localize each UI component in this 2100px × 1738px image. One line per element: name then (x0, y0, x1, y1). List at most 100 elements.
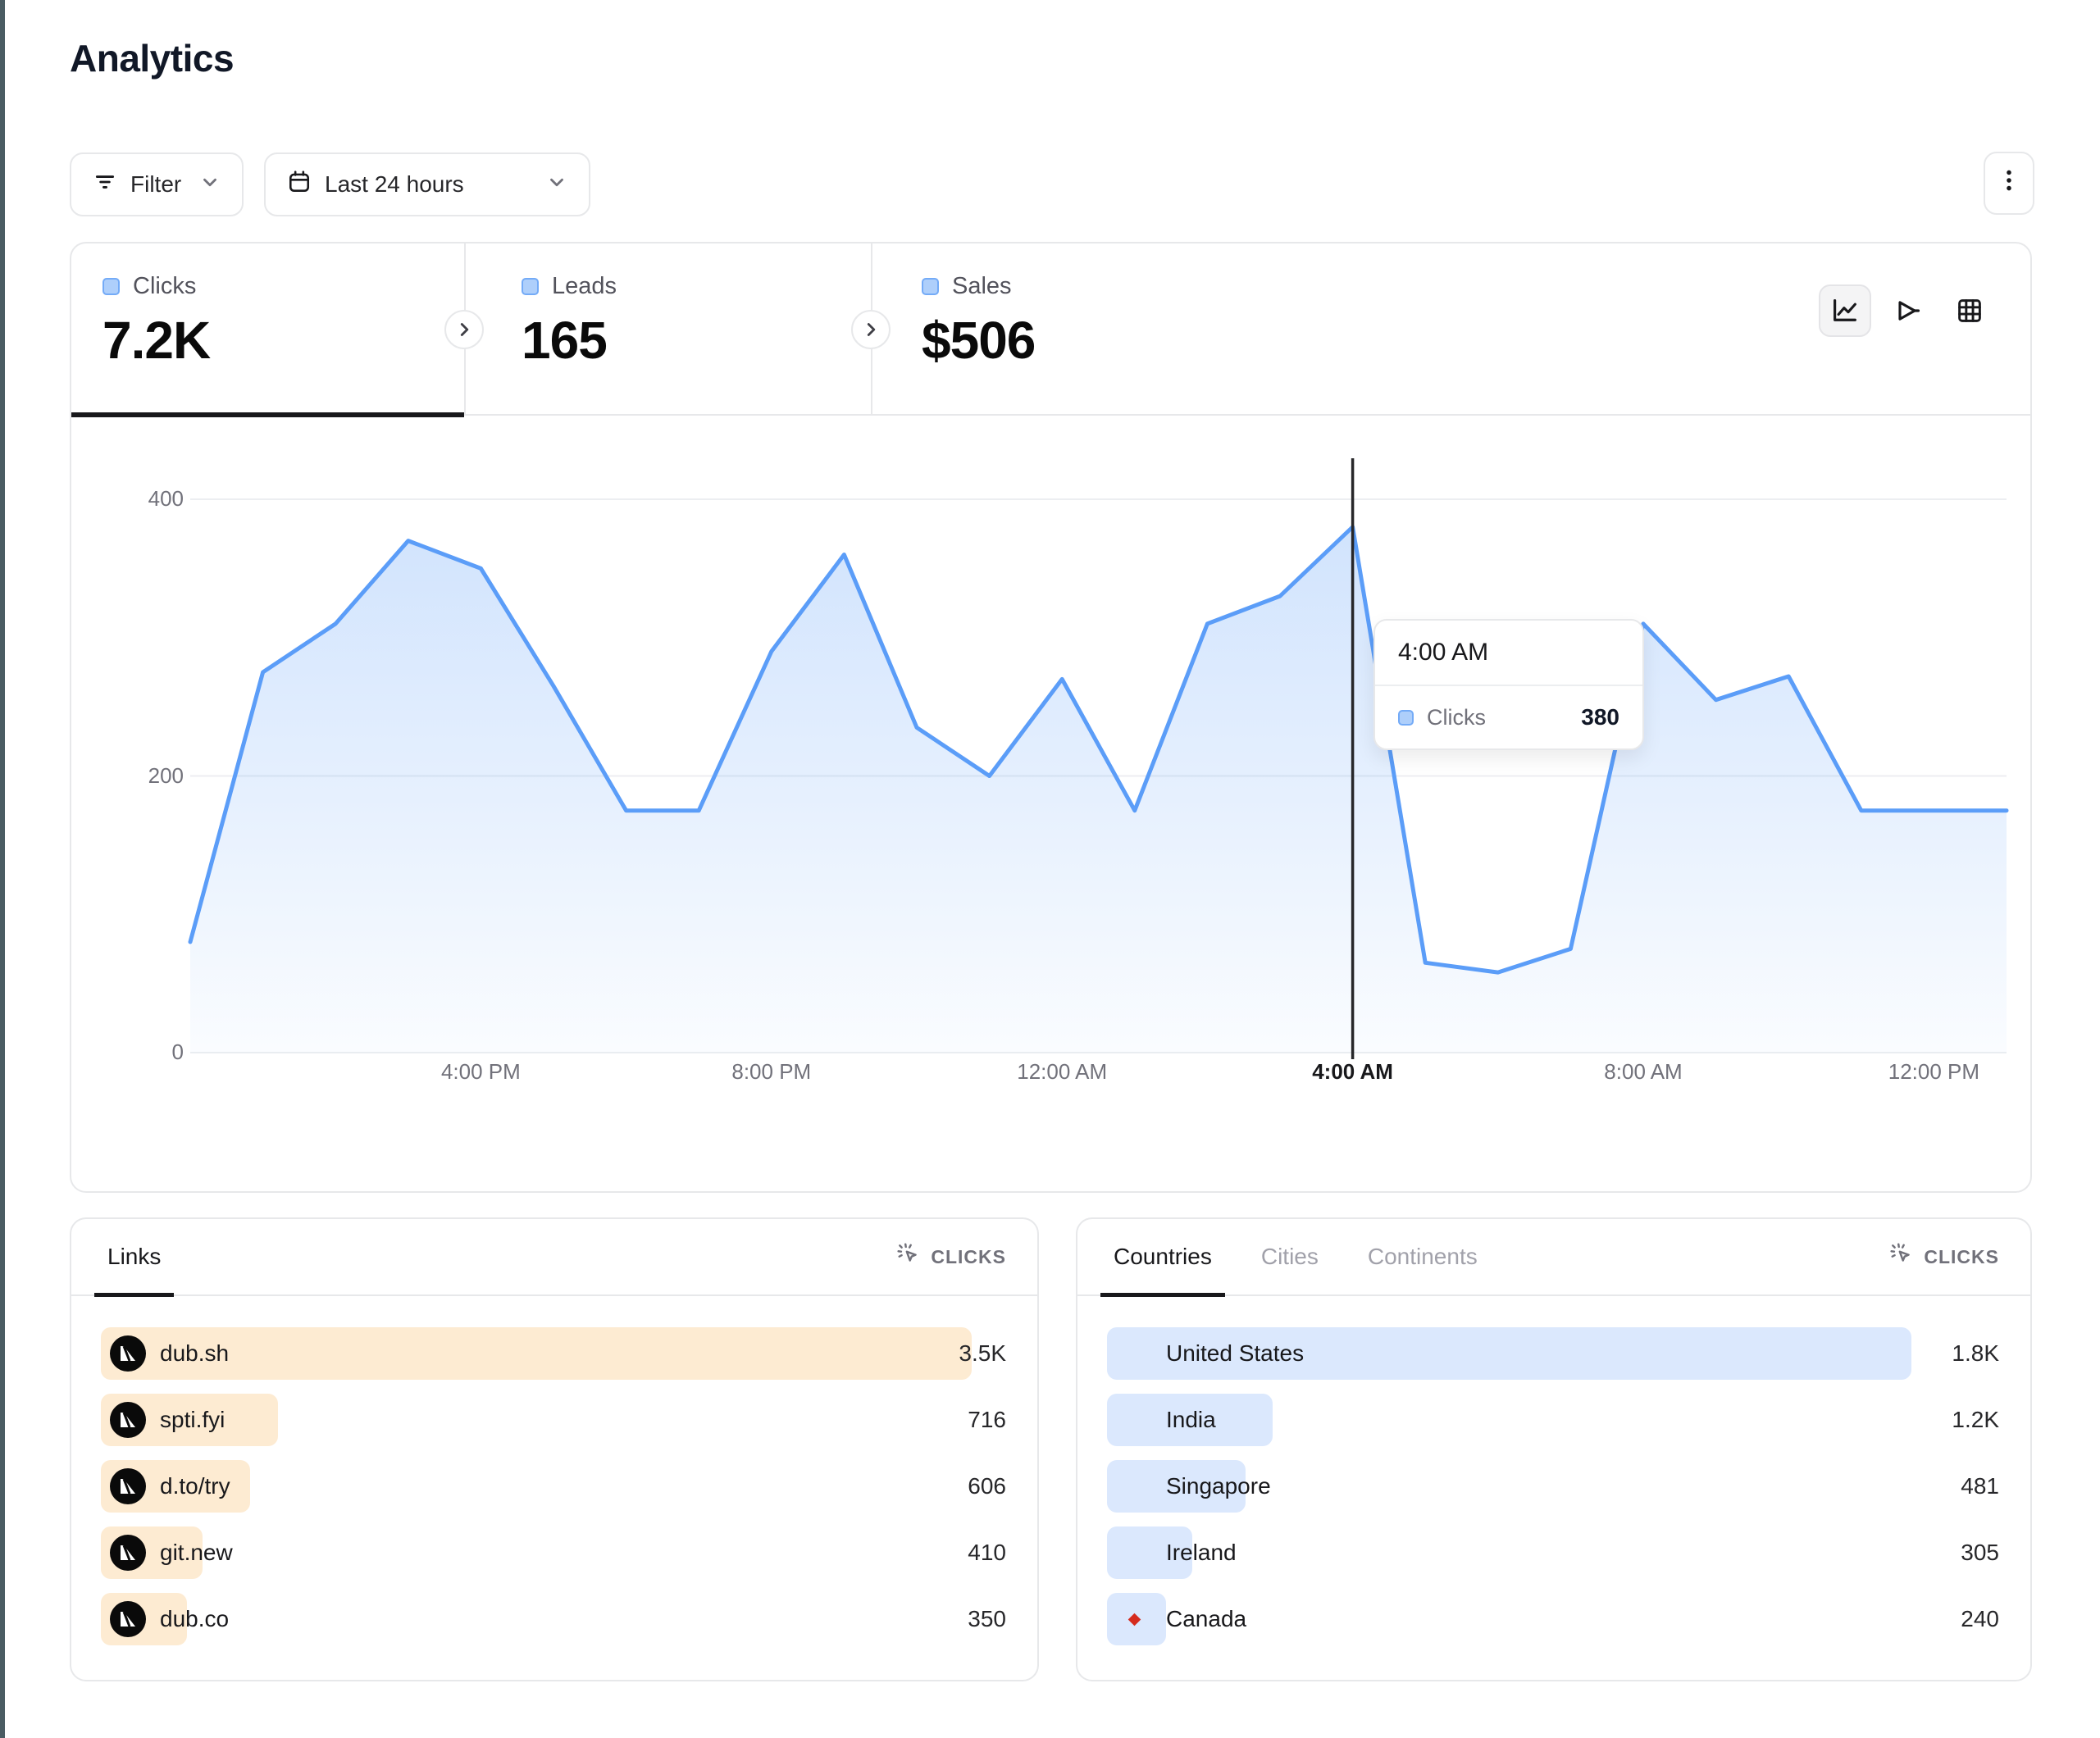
stat-label: Sales (952, 273, 1012, 299)
list-item[interactable]: Ireland 305 (1107, 1526, 2001, 1579)
item-value: 606 (968, 1473, 1006, 1499)
x-tick-label: 4:00 PM (440, 1059, 521, 1084)
dub-logo-icon (110, 1468, 146, 1504)
filter-icon (93, 170, 117, 200)
item-value: 716 (968, 1407, 1006, 1432)
links-panel: Links CLICKS dub.sh 3.5K spti.fyi 716 d.to/t… (70, 1217, 1039, 1681)
tab-continents[interactable]: Continents (1367, 1244, 1478, 1269)
list-item[interactable]: India 1.2K (1107, 1394, 2001, 1446)
list-item[interactable]: Canada 240 (1107, 1593, 2001, 1645)
cursor-click-icon (896, 1242, 921, 1272)
dub-logo-icon (110, 1535, 146, 1571)
funnel-chart-view-button[interactable] (1881, 284, 1934, 337)
date-range-button[interactable]: Last 24 hours (264, 152, 590, 216)
expand-sales-button[interactable] (851, 310, 891, 349)
sales-legend-swatch-icon (922, 278, 939, 295)
active-tab-underline (71, 412, 464, 417)
tooltip-value: 380 (1581, 704, 1619, 730)
x-tick-label: 12:00 AM (1017, 1059, 1108, 1084)
dub-logo-icon (110, 1402, 146, 1438)
stats-tabs-row: Clicks 7.2K Leads 165 Sales $506 (71, 243, 2030, 417)
item-label: Ireland (1166, 1540, 1237, 1565)
x-tick-label: 8:00 PM (731, 1059, 812, 1084)
item-label: dub.sh (160, 1340, 230, 1366)
value-bar (1107, 1394, 1273, 1446)
tab-countries[interactable]: Countries (1100, 1218, 1225, 1297)
tab-sales[interactable]: Sales $506 (871, 243, 1379, 416)
chevron-down-icon (546, 171, 567, 198)
kebab-menu-icon (1997, 166, 2021, 200)
leads-legend-swatch-icon (522, 278, 539, 295)
clicks-area-chart[interactable]: 0 200 400 4:00 PM 8:00 PM 12:00 AM 4:00 AM 8:0… (71, 243, 2034, 1194)
chevron-down-icon (199, 171, 221, 198)
clicks-legend-swatch-icon (102, 278, 120, 295)
analytics-card: Clicks 7.2K Leads 165 Sales $506 (70, 242, 2032, 1193)
tab-cities[interactable]: Cities (1260, 1244, 1319, 1269)
item-value: 1.2K (1952, 1407, 1999, 1432)
item-label: spti.fyi (160, 1407, 225, 1432)
more-options-button[interactable] (1984, 152, 2034, 215)
tooltip-series-label: Clicks (1427, 704, 1486, 730)
item-value: 481 (1961, 1473, 1999, 1499)
item-value: 305 (1961, 1540, 1999, 1565)
item-label: India (1166, 1407, 1216, 1432)
item-label: dub.co (160, 1606, 230, 1631)
item-value: 410 (968, 1540, 1006, 1565)
tab-links[interactable]: Links (93, 1218, 175, 1297)
item-label: Singapore (1166, 1473, 1271, 1499)
page-title: Analytics (70, 37, 235, 80)
value-bar (1107, 1327, 1911, 1380)
line-chart-view-button[interactable] (1819, 284, 1871, 337)
countries-metric-label: CLICKS (1924, 1245, 1999, 1267)
item-value: 1.8K (1952, 1340, 1999, 1366)
date-range-label: Last 24 hours (325, 171, 464, 197)
stat-value: 7.2K (102, 311, 211, 370)
stat-label: Leads (552, 273, 617, 299)
list-item[interactable]: dub.co 350 (101, 1593, 1008, 1645)
stat-label: Clicks (133, 273, 197, 299)
window-edge (0, 0, 5, 1738)
x-tick-label: 4:00 AM (1312, 1059, 1393, 1084)
chart-view-toggles (1819, 284, 1996, 337)
cursor-click-icon (1889, 1242, 1914, 1272)
expand-leads-button[interactable] (444, 310, 484, 349)
dub-logo-icon (110, 1335, 146, 1372)
item-value: 350 (968, 1606, 1006, 1631)
list-item[interactable]: git.new 410 (101, 1526, 1008, 1579)
y-tick-label: 400 (148, 486, 184, 511)
list-item[interactable]: spti.fyi 716 (101, 1394, 1008, 1446)
countries-metric-header[interactable]: CLICKS (1889, 1242, 1999, 1272)
links-metric-header[interactable]: CLICKS (896, 1242, 1006, 1272)
calendar-icon (287, 170, 312, 200)
item-label: United States (1166, 1340, 1305, 1366)
x-tick-label: 12:00 PM (1888, 1059, 1980, 1084)
y-tick-label: 0 (171, 1040, 184, 1064)
y-tick-label: 200 (148, 762, 184, 788)
tab-clicks[interactable]: Clicks 7.2K (71, 243, 464, 417)
filter-button[interactable]: Filter (70, 152, 244, 216)
tab-leads[interactable]: Leads 165 (464, 243, 871, 416)
item-value: 3.5K (959, 1340, 1006, 1366)
stat-value: $506 (922, 311, 1036, 370)
list-item[interactable]: dub.sh 3.5K (101, 1327, 1008, 1380)
dub-logo-icon (110, 1601, 146, 1637)
item-label: d.to/try (160, 1473, 230, 1499)
filter-button-label: Filter (130, 171, 182, 197)
list-item[interactable]: Singapore 481 (1107, 1460, 2001, 1513)
x-tick-label: 8:00 AM (1604, 1059, 1683, 1084)
tooltip-legend-swatch-icon (1398, 709, 1414, 726)
list-item[interactable]: d.to/try 606 (101, 1460, 1008, 1513)
list-item[interactable]: United States 1.8K (1107, 1327, 2001, 1380)
chart-tooltip: 4:00 AM Clicks 380 (1373, 619, 1644, 750)
links-metric-label: CLICKS (931, 1245, 1006, 1267)
value-bar (101, 1327, 972, 1380)
countries-panel: Countries Cities Continents CLICKS Unite… (1076, 1217, 2032, 1681)
value-bar (1107, 1460, 1246, 1513)
item-label: Canada (1166, 1606, 1247, 1631)
item-value: 240 (1961, 1606, 1999, 1631)
item-label: git.new (160, 1540, 233, 1565)
table-grid-view-button[interactable] (1943, 284, 1996, 337)
tooltip-time: 4:00 AM (1375, 621, 1642, 686)
value-bar (1107, 1526, 1192, 1579)
